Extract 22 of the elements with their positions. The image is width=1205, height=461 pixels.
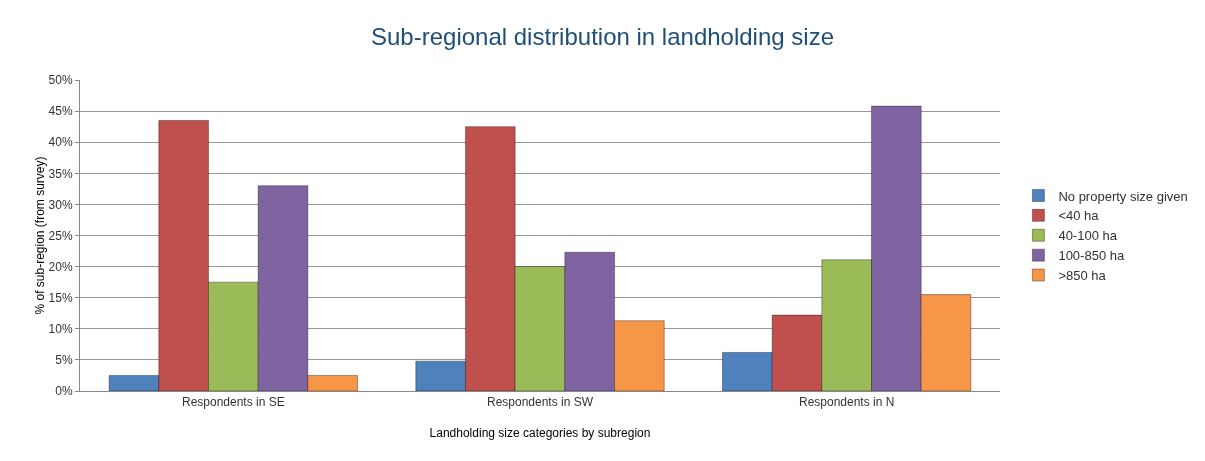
y-tick-label: 15%: [48, 290, 73, 305]
y-tick-label: 5%: [55, 353, 73, 368]
legend-label: 40-100 ha: [1058, 228, 1118, 244]
legend-label: 100-850 ha: [1058, 248, 1125, 264]
y-tick-label: 25%: [48, 228, 73, 243]
x-tick-label: Respondents in N: [798, 395, 895, 410]
x-axis-title: Landholding size categories by subregion: [429, 426, 651, 440]
legend-label: >850 ha: [1058, 268, 1107, 284]
y-tick-label: 45%: [48, 104, 73, 119]
y-tick-label: 0%: [55, 384, 73, 399]
y-tick-label: 10%: [48, 322, 73, 336]
y-tick-label: 35%: [48, 166, 73, 181]
legend-label: No property size given: [1058, 188, 1188, 204]
x-tick-label: Respondents in SW: [486, 395, 594, 410]
legend-label: <40 ha: [1058, 208, 1100, 224]
y-tick-label: 20%: [48, 259, 73, 274]
y-axis-title: % of sub-region (from survey): [32, 156, 47, 315]
x-tick-label: Respondents in SE: [181, 395, 285, 410]
y-tick-label: 50%: [48, 73, 73, 88]
chart-title: Sub-regional distribution in landholding size: [371, 23, 834, 51]
y-tick-label: 40%: [48, 135, 73, 150]
y-tick-label: 30%: [48, 197, 73, 212]
